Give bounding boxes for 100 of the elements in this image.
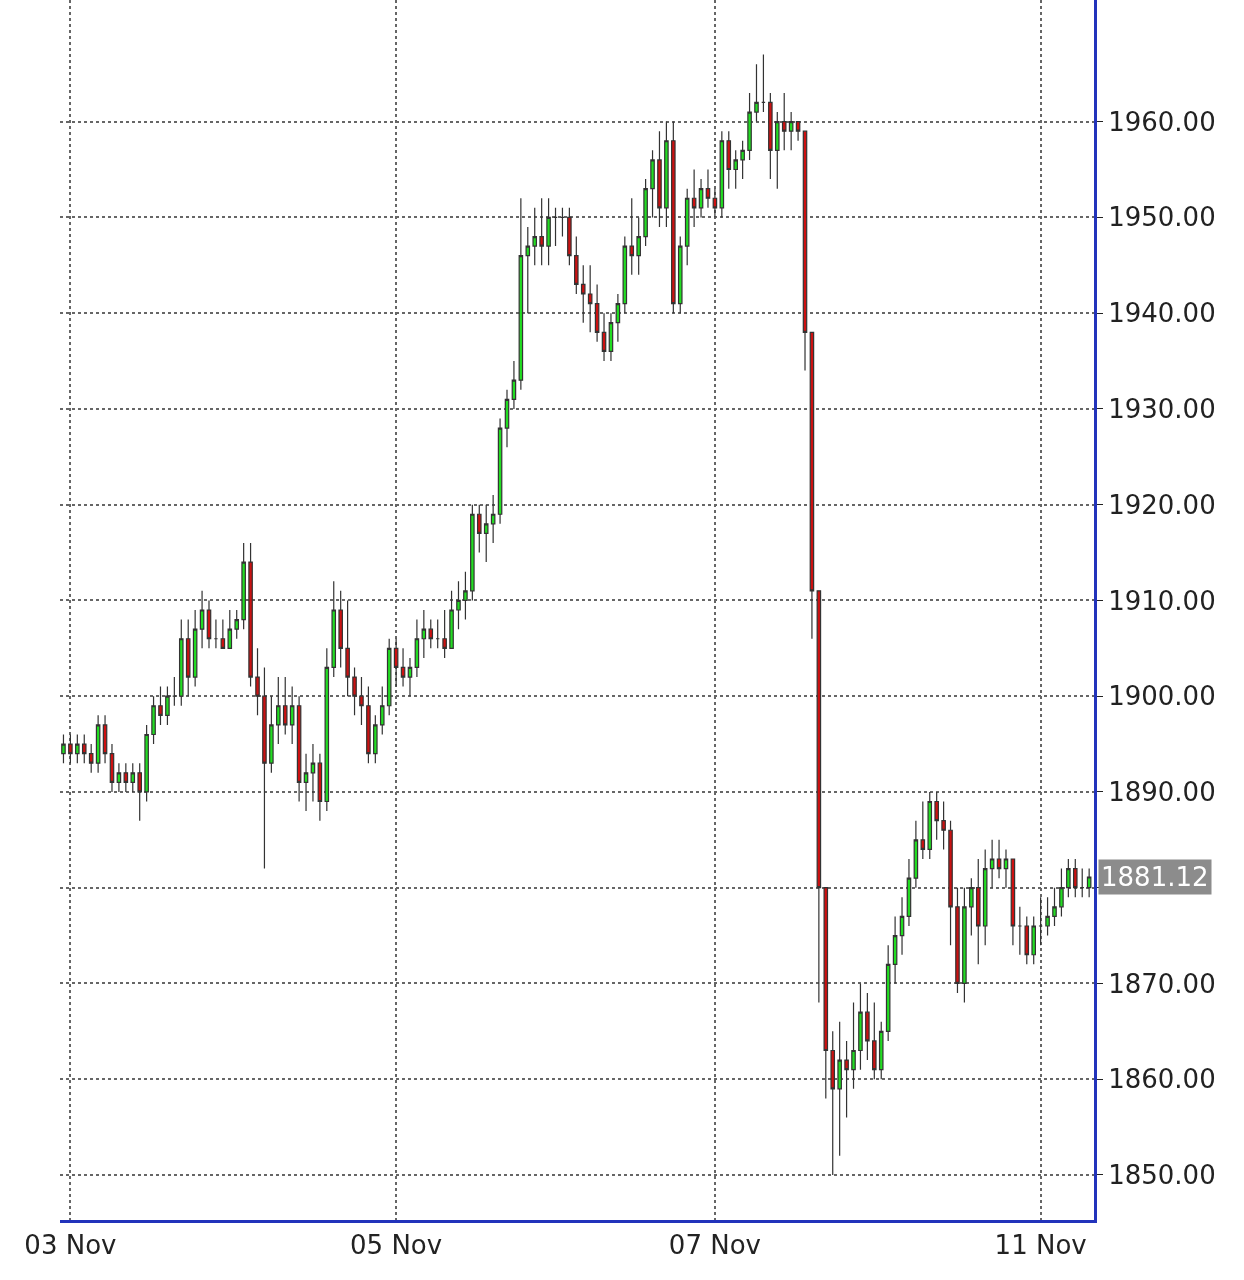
candlestick bbox=[996, 839, 1002, 879]
candlestick bbox=[698, 178, 704, 218]
candlestick bbox=[269, 695, 274, 774]
candlestick bbox=[539, 197, 544, 266]
candlestick bbox=[705, 168, 711, 209]
y-tick-label: 1900.00 bbox=[1108, 681, 1216, 712]
candlestick bbox=[837, 1021, 842, 1157]
candlestick bbox=[109, 743, 115, 793]
candlestick bbox=[1086, 867, 1092, 898]
candlestick bbox=[303, 753, 309, 812]
candlestick bbox=[608, 312, 614, 362]
candlestick bbox=[68, 733, 73, 764]
candlestick bbox=[594, 283, 600, 343]
text: 1881.12 bbox=[1101, 862, 1209, 892]
candlestick bbox=[1017, 906, 1023, 956]
candlestick bbox=[636, 216, 641, 276]
candlestick bbox=[511, 360, 517, 410]
candlestick bbox=[289, 686, 295, 745]
candlestick bbox=[587, 264, 593, 333]
candlestick bbox=[213, 618, 219, 649]
candlestick bbox=[359, 676, 364, 726]
candlestick bbox=[629, 197, 635, 276]
candlestick bbox=[781, 92, 787, 151]
candlestick bbox=[241, 542, 246, 630]
candlestick bbox=[165, 686, 170, 726]
candlestick bbox=[144, 724, 149, 803]
candlestick bbox=[657, 130, 662, 228]
candlestick bbox=[137, 762, 142, 822]
y-tick-label: 1930.00 bbox=[1108, 394, 1216, 424]
candlestick bbox=[199, 590, 205, 649]
candlestick bbox=[1059, 867, 1064, 918]
candlestick bbox=[615, 293, 621, 343]
candlestick bbox=[844, 1040, 849, 1119]
candlestick bbox=[712, 188, 718, 218]
candlestick bbox=[1010, 858, 1016, 946]
candlestick bbox=[920, 800, 926, 860]
candlestick bbox=[400, 647, 406, 688]
candlestick bbox=[823, 887, 829, 1099]
candlestick bbox=[1024, 915, 1030, 965]
x-tick-label: 03 Nov bbox=[24, 1230, 117, 1261]
candlestick bbox=[414, 618, 420, 678]
candlestick bbox=[580, 264, 586, 324]
candlestick bbox=[816, 590, 822, 1004]
candlestick bbox=[255, 647, 260, 716]
candlestick bbox=[227, 609, 233, 649]
candlestick bbox=[324, 647, 330, 812]
candlestick bbox=[740, 140, 745, 180]
candlestick bbox=[768, 92, 773, 180]
candlestick bbox=[1052, 887, 1057, 927]
candlestick bbox=[885, 944, 891, 1042]
candlestick bbox=[726, 130, 732, 190]
y-tick-label: 1960.00 bbox=[1108, 106, 1216, 137]
candlestick bbox=[892, 915, 898, 985]
x-tick-label: 05 Nov bbox=[350, 1230, 443, 1261]
candlestick bbox=[151, 695, 156, 745]
candlestick bbox=[483, 504, 489, 563]
candlestick bbox=[574, 235, 579, 295]
candlestick bbox=[456, 580, 461, 630]
candlestick bbox=[88, 743, 94, 774]
candlestick bbox=[733, 149, 738, 190]
candlestick bbox=[463, 571, 468, 621]
candlestick bbox=[830, 1030, 836, 1176]
candlestick bbox=[560, 207, 565, 238]
candlestick bbox=[969, 877, 974, 937]
candlestick bbox=[934, 791, 939, 841]
candlestick bbox=[1066, 858, 1071, 898]
candlestick bbox=[262, 666, 267, 870]
candlestick bbox=[234, 609, 240, 640]
candlestick bbox=[941, 800, 946, 850]
candlestick bbox=[747, 92, 752, 161]
candlestick bbox=[650, 149, 655, 218]
candlestick bbox=[75, 733, 80, 764]
candlestick bbox=[345, 599, 350, 697]
candlestick bbox=[518, 197, 524, 391]
candlestick bbox=[373, 714, 378, 764]
candlestick bbox=[567, 207, 572, 266]
candlestick bbox=[1045, 896, 1050, 937]
candlestick bbox=[1079, 867, 1085, 898]
candlestick bbox=[962, 887, 967, 1004]
y-tick-label: 1850.00 bbox=[1108, 1160, 1216, 1191]
candlestick bbox=[643, 178, 648, 247]
candlestick bbox=[331, 580, 337, 678]
y-tick-label: 1910.00 bbox=[1108, 585, 1216, 616]
y-tick-label: 1870.00 bbox=[1108, 968, 1216, 999]
candlestick bbox=[955, 887, 960, 994]
candlestick bbox=[788, 111, 794, 151]
candlestick bbox=[158, 686, 163, 726]
candlestick bbox=[282, 676, 288, 736]
y-tick-label: 1860.00 bbox=[1108, 1064, 1216, 1095]
candlestick bbox=[476, 504, 482, 554]
candlestick bbox=[428, 618, 434, 649]
candlestick bbox=[878, 1021, 884, 1080]
candlestick bbox=[761, 53, 766, 113]
candlestick bbox=[317, 753, 323, 822]
candlestick bbox=[982, 848, 988, 946]
candlestick bbox=[185, 618, 191, 697]
candlestick bbox=[504, 389, 510, 448]
candlestick bbox=[81, 733, 87, 764]
candlestick bbox=[276, 676, 281, 745]
candlestick bbox=[671, 121, 676, 314]
